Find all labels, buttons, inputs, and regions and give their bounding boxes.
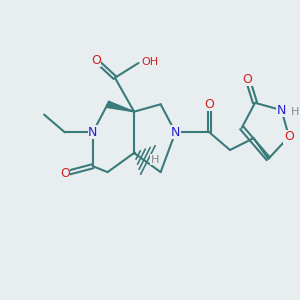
Text: O: O [284,130,294,143]
Text: H: H [291,107,299,117]
Text: OH: OH [142,56,159,67]
Text: H: H [151,155,159,165]
Text: N: N [277,104,286,117]
Polygon shape [107,101,134,112]
Text: O: O [60,167,70,180]
Text: O: O [243,73,253,86]
Text: O: O [91,53,101,67]
Text: N: N [88,126,98,139]
Text: N: N [171,126,180,139]
Text: O: O [204,98,214,111]
